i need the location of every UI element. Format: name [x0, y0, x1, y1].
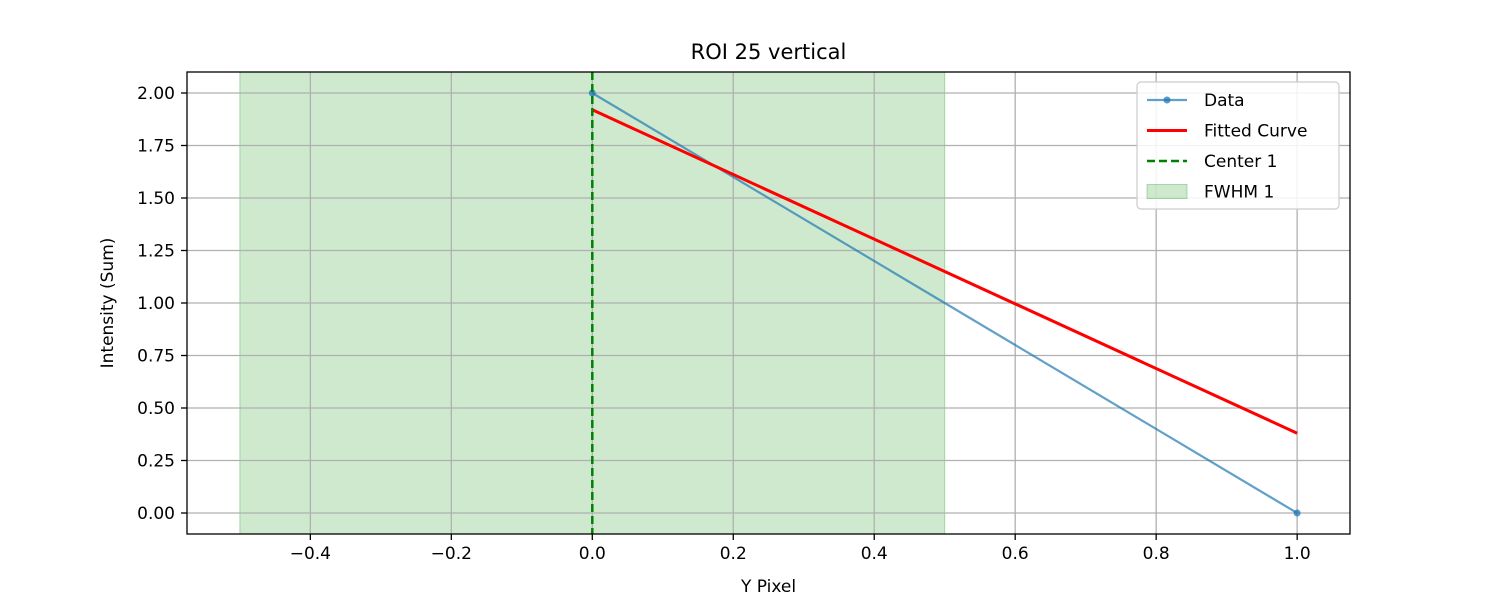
legend-handle-fwhm: [1146, 184, 1188, 199]
x-tick-label: 0.8: [1143, 544, 1170, 564]
x-tick-label: 0.4: [861, 544, 888, 564]
legend-label: FWHM 1: [1204, 183, 1274, 203]
fitted-curve-line: [591, 108, 1298, 435]
x-tick-label: 0.2: [720, 544, 747, 564]
legend-label: Fitted Curve: [1204, 122, 1307, 142]
legend: Data Fitted Curve Center 1 FWHM 1: [1136, 81, 1340, 210]
x-tick-label: −0.4: [290, 544, 331, 564]
y-tick-label: 0.25: [137, 452, 175, 472]
plot-area: −0.4 −0.2 0.0 0.2 0.4 0.6 0.8 1.0 0.00 0.25 0.50 0.…: [137, 71, 1351, 564]
data-point: [1293, 509, 1301, 517]
legend-box: [1136, 81, 1340, 210]
y-tick-label: 1.00: [137, 294, 175, 314]
x-axis-label: Y Pixel: [740, 577, 796, 597]
y-tick-label: 2.00: [137, 84, 175, 104]
y-tick-label: 0.00: [137, 504, 175, 524]
legend-label: Data: [1204, 91, 1245, 111]
data-point: [588, 89, 596, 97]
y-tick-label: 1.50: [137, 189, 175, 209]
y-tick-label: 1.25: [137, 242, 175, 262]
x-tick-label: 1.0: [1284, 544, 1311, 564]
chart-title: ROI 25 vertical: [691, 40, 847, 64]
x-tick-label: 0.0: [579, 544, 606, 564]
legend-marker-data: [1163, 96, 1171, 104]
x-tick-label: −0.2: [431, 544, 472, 564]
legend-label: Center 1: [1204, 152, 1277, 172]
y-tick-label: 0.50: [137, 399, 175, 419]
y-axis-label: Intensity (Sum): [98, 238, 118, 369]
y-tick-label: 0.75: [137, 347, 175, 367]
x-tick-label: 0.6: [1002, 544, 1029, 564]
y-tick-label: 1.75: [137, 137, 175, 157]
